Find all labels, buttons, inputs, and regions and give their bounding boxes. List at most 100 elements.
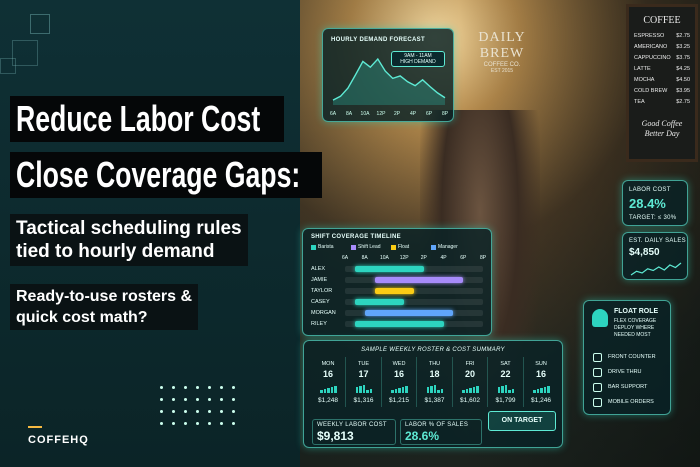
day-label: SUN bbox=[535, 361, 547, 367]
x-tick-label: 8A bbox=[346, 111, 353, 117]
mini-bar bbox=[401, 387, 404, 393]
total-box: WEEKLY LABOR COST $9,813 bbox=[312, 419, 396, 445]
store-name: DAILY BREW bbox=[478, 30, 526, 61]
panel-title: SAMPLE WEEKLY ROSTER & COST SUMMARY bbox=[361, 347, 505, 353]
shift-timeline-panel: SHIFT COVERAGE TIMELINE Barista Shift Lea… bbox=[302, 228, 492, 336]
row-label: TAYLOR bbox=[311, 288, 333, 294]
menu-item: LATTE bbox=[634, 66, 651, 72]
dot bbox=[184, 398, 187, 401]
mini-bar bbox=[508, 390, 511, 393]
dot bbox=[184, 386, 187, 389]
demand-line bbox=[332, 57, 446, 101]
legend-swatch bbox=[351, 245, 356, 250]
kpi-value: $4,850 bbox=[629, 247, 660, 258]
question: Ready-to-use rosters & quick cost math? bbox=[10, 284, 199, 330]
x-tick-label: 2P bbox=[420, 255, 427, 261]
row-track bbox=[345, 299, 483, 305]
menu-item: ESPRESSO bbox=[634, 33, 665, 39]
total-value: $9,813 bbox=[317, 429, 354, 443]
mini-bar bbox=[501, 386, 504, 393]
pct-box: LABOR % OF SALES 28.6% bbox=[400, 419, 482, 445]
mini-bar bbox=[437, 390, 440, 393]
shift-bar bbox=[354, 321, 444, 327]
mini-bar bbox=[504, 385, 507, 393]
mini-bar bbox=[540, 388, 543, 393]
dot bbox=[172, 422, 175, 425]
item-icon bbox=[593, 353, 602, 362]
subhead-line: Tactical scheduling rules bbox=[16, 218, 242, 239]
shift-bar bbox=[354, 266, 424, 272]
menu-price: $3.95 bbox=[676, 88, 690, 94]
dot bbox=[232, 422, 235, 425]
float-item: DRIVE THRU bbox=[608, 369, 642, 375]
dot bbox=[208, 422, 211, 425]
dot bbox=[196, 386, 199, 389]
panel-title: FLOAT ROLE bbox=[614, 308, 659, 315]
x-tick-label: 2P bbox=[394, 111, 401, 117]
status-badge: ON TARGET bbox=[488, 411, 556, 431]
menu-price: $3.75 bbox=[676, 55, 690, 61]
menu-item: CAPPUCCINO bbox=[634, 55, 671, 61]
kpi-label: LABOR COST bbox=[629, 187, 671, 193]
kpi-label: EST. DAILY SALES bbox=[629, 238, 686, 244]
dot bbox=[160, 422, 163, 425]
mini-bar bbox=[465, 389, 468, 393]
day-cell bbox=[454, 357, 488, 407]
headline-line-2: Close Coverage Gaps: bbox=[10, 152, 322, 198]
dot bbox=[172, 410, 175, 413]
kpi-target: TARGET: ≤ 30% bbox=[629, 215, 677, 221]
staff-count: 16 bbox=[535, 369, 546, 379]
mini-bar bbox=[536, 389, 539, 393]
mini-bar bbox=[472, 387, 475, 393]
legend-label: Shift Lead bbox=[358, 244, 381, 250]
day-cell bbox=[348, 357, 382, 407]
day-cost: $1,246 bbox=[531, 397, 551, 404]
menu-item: COLD BREW bbox=[634, 88, 668, 94]
mini-bar bbox=[355, 387, 358, 393]
person-icon bbox=[592, 309, 608, 327]
mini-bar bbox=[369, 389, 372, 393]
dot bbox=[160, 386, 163, 389]
headline-text: Close Coverage Gaps: bbox=[16, 154, 301, 195]
legend-label: Manager bbox=[438, 244, 458, 250]
panel-title: HOURLY DEMAND FORECAST bbox=[331, 37, 425, 43]
dot bbox=[220, 398, 223, 401]
callout: 9AM - 11AM HIGH DEMAND bbox=[391, 51, 445, 67]
menu-title: COFFEE bbox=[643, 15, 681, 26]
deco-square bbox=[12, 40, 38, 66]
menu-price: $4.50 bbox=[676, 77, 690, 83]
x-tick-label: 12P bbox=[399, 255, 409, 261]
float-item: FRONT COUNTER bbox=[608, 354, 656, 360]
mini-bar bbox=[320, 390, 323, 393]
day-label: FRI bbox=[465, 361, 475, 367]
legend-swatch bbox=[391, 245, 396, 250]
day-cost: $1,316 bbox=[353, 397, 374, 404]
mini-bar bbox=[476, 386, 479, 393]
deco-square bbox=[30, 14, 50, 34]
brand: COFFEHQ bbox=[28, 434, 89, 446]
weekly-summary-panel: SAMPLE WEEKLY ROSTER & COST SUMMARY WEEK… bbox=[303, 340, 563, 448]
float-item: MOBILE ORDERS bbox=[608, 399, 654, 405]
mini-bar bbox=[398, 388, 401, 393]
demand-area bbox=[333, 59, 445, 105]
store-sub: COFFEE CO. bbox=[483, 62, 521, 68]
x-tick-label: 8A bbox=[361, 255, 368, 261]
row-label: MORGAN bbox=[311, 310, 336, 316]
dot bbox=[220, 386, 223, 389]
menu-item: AMERICANO bbox=[634, 44, 668, 50]
mini-bar bbox=[433, 385, 436, 393]
pct-value: 28.6% bbox=[405, 429, 440, 443]
x-tick-label: 6A bbox=[330, 111, 337, 117]
x-tick-label: 8P bbox=[479, 255, 487, 261]
shift-bar bbox=[374, 277, 464, 283]
staff-count: 22 bbox=[500, 369, 511, 379]
dot bbox=[196, 410, 199, 413]
mini-bar bbox=[511, 389, 514, 393]
subhead-line: tied to hourly demand bbox=[16, 241, 215, 262]
mini-bar bbox=[323, 389, 326, 393]
dot bbox=[208, 410, 211, 413]
day-cell bbox=[490, 357, 524, 407]
total-label: WEEKLY LABOR COST bbox=[317, 422, 387, 428]
staff-count: 16 bbox=[393, 369, 404, 379]
pct-label: LABOR % OF SALES bbox=[405, 422, 469, 428]
